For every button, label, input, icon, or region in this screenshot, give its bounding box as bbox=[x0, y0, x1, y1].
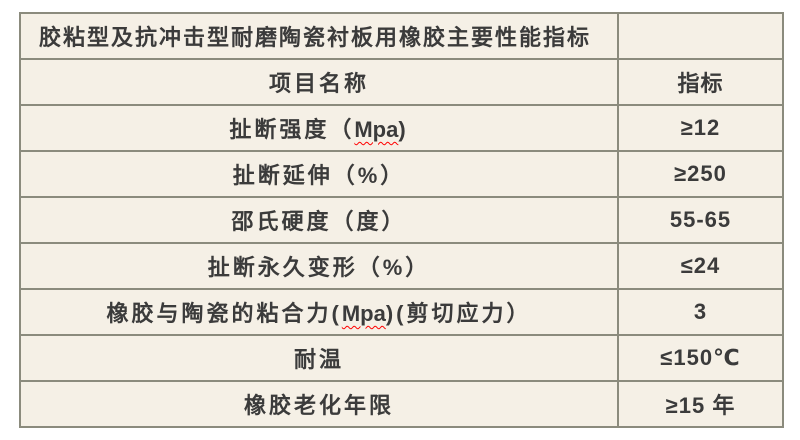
row-value: 55-65 bbox=[669, 207, 732, 232]
row-item-cell: 扯断延伸（%） bbox=[19, 150, 619, 198]
table-title: 胶粘型及抗冲击型耐磨陶瓷衬板用橡胶主要性能指标 bbox=[39, 25, 592, 50]
row-item-label: 橡胶老化年限 bbox=[243, 393, 394, 418]
header-item-label: 项目名称 bbox=[268, 71, 369, 96]
row-item-cell: 耐温 bbox=[19, 334, 619, 382]
header-value-label: 指标 bbox=[677, 71, 724, 96]
table-row: 橡胶老化年限 ≥15 年 bbox=[19, 380, 784, 428]
table-title-value-cell bbox=[617, 12, 784, 60]
row-value: ≥12 bbox=[680, 115, 721, 140]
row-item-cell: 橡胶老化年限 bbox=[19, 380, 619, 428]
table-title-cell: 胶粘型及抗冲击型耐磨陶瓷衬板用橡胶主要性能指标 bbox=[19, 12, 619, 60]
row-item-label: 扯断永久变形（%） bbox=[207, 255, 431, 280]
row-value-cell: ≤150℃ bbox=[617, 334, 784, 382]
performance-spec-table: 胶粘型及抗冲击型耐磨陶瓷衬板用橡胶主要性能指标 项目名称 指标 扯断强度（Mpa… bbox=[19, 12, 784, 428]
table-title-row: 胶粘型及抗冲击型耐磨陶瓷衬板用橡胶主要性能指标 bbox=[19, 12, 784, 60]
table-row: 橡胶与陶瓷的粘合力(Mpa)(剪切应力） 3 bbox=[19, 288, 784, 336]
table-row: 耐温 ≤150℃ bbox=[19, 334, 784, 382]
row-item-cell: 扯断永久变形（%） bbox=[19, 242, 619, 290]
row-value: ≤24 bbox=[680, 253, 721, 278]
row-value: ≥15 年 bbox=[665, 393, 736, 418]
row-value-cell: 55-65 bbox=[617, 196, 784, 244]
row-item-cell: 邵氏硬度（度） bbox=[19, 196, 619, 244]
misspelled-word: Mpa bbox=[354, 117, 399, 142]
table-row: 扯断强度（Mpa) ≥12 bbox=[19, 104, 784, 152]
table-row: 邵氏硬度（度） 55-65 bbox=[19, 196, 784, 244]
table-header-row: 项目名称 指标 bbox=[19, 58, 784, 106]
row-value: 3 bbox=[693, 299, 708, 324]
row-item-cell: 橡胶与陶瓷的粘合力(Mpa)(剪切应力） bbox=[19, 288, 619, 336]
row-value-cell: ≥12 bbox=[617, 104, 784, 152]
row-value-cell: 3 bbox=[617, 288, 784, 336]
row-value-cell: ≤24 bbox=[617, 242, 784, 290]
row-value: ≤150℃ bbox=[660, 345, 741, 370]
header-item-cell: 项目名称 bbox=[19, 58, 619, 106]
row-item-label: 扯断延伸（%） bbox=[232, 163, 406, 188]
table-row: 扯断永久变形（%） ≤24 bbox=[19, 242, 784, 290]
row-item-label: 橡胶与陶瓷的粘合力( bbox=[106, 301, 342, 326]
header-value-cell: 指标 bbox=[617, 58, 784, 106]
row-item-cell: 扯断强度（Mpa) bbox=[19, 104, 619, 152]
row-value: ≥250 bbox=[674, 161, 727, 186]
table-row: 扯断延伸（%） ≥250 bbox=[19, 150, 784, 198]
row-item-label: 耐温 bbox=[293, 347, 344, 372]
row-value-cell: ≥15 年 bbox=[617, 380, 784, 428]
row-value-cell: ≥250 bbox=[617, 150, 784, 198]
row-item-label-suffix: )(剪切应力） bbox=[385, 301, 532, 326]
misspelled-word: Mpa bbox=[341, 301, 386, 326]
row-item-label: 邵氏硬度（度） bbox=[231, 209, 407, 234]
row-item-label: 扯断强度（ bbox=[229, 117, 355, 142]
row-item-label-suffix: ) bbox=[398, 117, 409, 142]
